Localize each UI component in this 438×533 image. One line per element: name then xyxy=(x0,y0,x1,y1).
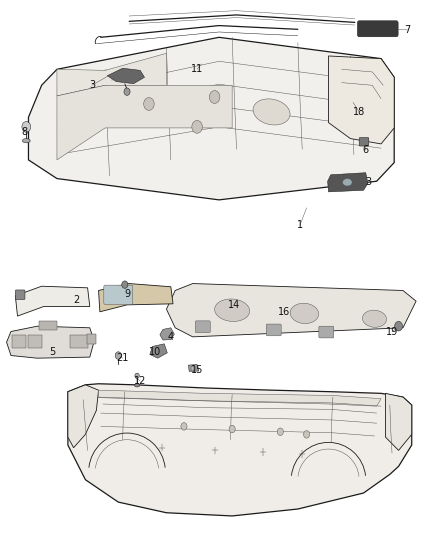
Ellipse shape xyxy=(290,303,318,324)
Circle shape xyxy=(304,431,310,438)
Circle shape xyxy=(209,91,220,103)
Polygon shape xyxy=(57,53,166,96)
Circle shape xyxy=(115,352,121,359)
Circle shape xyxy=(277,428,283,435)
Text: 18: 18 xyxy=(353,107,365,117)
Polygon shape xyxy=(107,68,145,84)
Polygon shape xyxy=(188,365,199,372)
Circle shape xyxy=(144,98,154,110)
Text: 2: 2 xyxy=(74,295,80,304)
Polygon shape xyxy=(328,173,368,192)
Text: 15: 15 xyxy=(191,366,203,375)
Text: 19: 19 xyxy=(386,327,398,337)
Polygon shape xyxy=(28,37,394,200)
Polygon shape xyxy=(160,328,174,340)
Text: 21: 21 xyxy=(117,353,129,363)
Text: 14: 14 xyxy=(228,300,240,310)
Circle shape xyxy=(124,88,130,95)
Polygon shape xyxy=(385,393,412,450)
Circle shape xyxy=(192,120,202,133)
Text: 10: 10 xyxy=(149,347,162,357)
Text: 4: 4 xyxy=(168,332,174,342)
Text: 9: 9 xyxy=(124,289,130,299)
Polygon shape xyxy=(99,390,381,406)
Circle shape xyxy=(191,366,195,371)
FancyBboxPatch shape xyxy=(39,321,57,330)
Text: 11: 11 xyxy=(191,64,203,74)
Polygon shape xyxy=(68,384,412,516)
FancyBboxPatch shape xyxy=(195,321,210,333)
Polygon shape xyxy=(99,284,173,312)
FancyBboxPatch shape xyxy=(15,290,25,300)
Polygon shape xyxy=(166,284,416,337)
Ellipse shape xyxy=(363,310,386,327)
Polygon shape xyxy=(57,85,232,160)
Circle shape xyxy=(135,373,139,378)
Polygon shape xyxy=(68,385,99,448)
Text: 3: 3 xyxy=(365,177,371,187)
Ellipse shape xyxy=(134,384,140,387)
FancyBboxPatch shape xyxy=(12,335,26,348)
Polygon shape xyxy=(150,344,167,358)
Text: 5: 5 xyxy=(49,347,56,357)
FancyBboxPatch shape xyxy=(104,285,133,304)
Polygon shape xyxy=(328,56,394,144)
FancyBboxPatch shape xyxy=(357,21,398,37)
FancyBboxPatch shape xyxy=(266,324,281,336)
Circle shape xyxy=(229,425,235,433)
FancyBboxPatch shape xyxy=(319,326,334,338)
Text: 12: 12 xyxy=(134,376,146,386)
FancyBboxPatch shape xyxy=(28,335,42,348)
Text: 6: 6 xyxy=(363,146,369,155)
FancyBboxPatch shape xyxy=(70,335,88,348)
Circle shape xyxy=(181,423,187,430)
Text: 3: 3 xyxy=(89,80,95,90)
Polygon shape xyxy=(15,286,90,316)
Polygon shape xyxy=(7,326,94,358)
Text: 8: 8 xyxy=(21,127,27,137)
FancyBboxPatch shape xyxy=(359,138,369,146)
Circle shape xyxy=(122,281,128,288)
Text: 16: 16 xyxy=(278,307,290,317)
Ellipse shape xyxy=(343,179,352,186)
Ellipse shape xyxy=(215,299,250,321)
Circle shape xyxy=(395,321,403,331)
Ellipse shape xyxy=(22,139,30,143)
Text: 7: 7 xyxy=(404,25,410,35)
Circle shape xyxy=(22,122,31,132)
FancyBboxPatch shape xyxy=(87,334,96,344)
Text: 1: 1 xyxy=(297,220,303,230)
Ellipse shape xyxy=(253,99,290,125)
